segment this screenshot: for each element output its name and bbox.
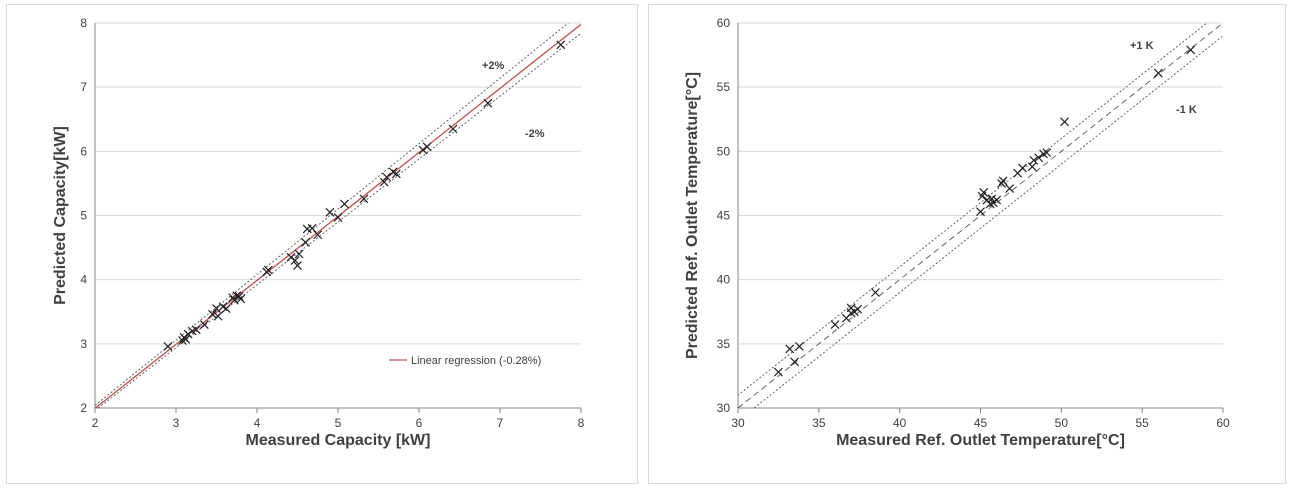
x-tick-label: 2 [92, 416, 99, 430]
y-tick-label: 4 [80, 273, 87, 287]
y-tick-label: 5 [80, 209, 87, 223]
band-annotation: +1 K [1130, 40, 1154, 52]
data-point-marker [422, 142, 432, 152]
band-annotation: -2% [525, 128, 545, 140]
x-tick-label: 40 [893, 416, 907, 430]
data-point-marker [236, 294, 246, 304]
data-point-marker [992, 195, 1002, 205]
y-tick-label: 3 [80, 337, 87, 351]
data-point-marker [1018, 163, 1027, 173]
y-tick-label: 2 [80, 401, 87, 415]
plus-2pct-line [95, 23, 570, 406]
data-point-marker [853, 304, 863, 314]
y-tick-label: 60 [717, 16, 731, 30]
legend-label: Linear regression (-0.28%) [411, 355, 541, 367]
plus-1k-line [738, 23, 1208, 396]
x-tick-label: 45 [974, 416, 988, 430]
data-point-marker [870, 288, 880, 297]
plot-area [95, 23, 581, 408]
temperature-scatter-chart: 30 35 40 45 50 55 60 30 35 40 45 50 55 60 +1 K -1 K Meas… [684, 16, 1230, 449]
y-tick-label: 30 [717, 401, 731, 415]
data-point-marker [483, 98, 493, 108]
y-tick-label: 50 [717, 144, 731, 158]
x-tick-label: 50 [1055, 416, 1069, 430]
temperature-chart-panel: 30 35 40 45 50 55 60 30 35 40 45 50 55 60 +1 K -1 K Meas… [648, 4, 1286, 484]
x-tick-label: 4 [254, 416, 261, 430]
x-tick-label: 55 [1135, 416, 1149, 430]
data-point-marker [795, 341, 804, 351]
data-point-marker [340, 199, 349, 209]
band-annotation: +2% [482, 60, 505, 72]
data-point-marker [1034, 153, 1044, 163]
data-point-marker [359, 194, 369, 204]
data-point-marker [790, 357, 800, 367]
data-point-marker [1186, 45, 1196, 55]
capacity-scatter-chart: 2 3 4 5 6 7 8 2 3 4 5 6 7 8 +2% -2% Measured Capacity [k… [52, 16, 585, 449]
data-point-marker [234, 291, 244, 301]
data-point-marker [313, 230, 323, 240]
data-point-marker [290, 255, 300, 265]
x-tick-label: 6 [416, 416, 423, 430]
y-tick-label: 35 [717, 337, 731, 351]
data-point-marker [1042, 148, 1052, 158]
data-point-marker [221, 304, 231, 313]
x-tick-label: 8 [578, 416, 585, 430]
data-point-marker [293, 261, 302, 270]
x-tick-label: 60 [1216, 416, 1230, 430]
y-axis-title: Predicted Capacity[kW] [52, 126, 69, 305]
band-annotation: -1 K [1176, 104, 1197, 116]
y-tick-label: 6 [80, 144, 87, 158]
data-point-marker [448, 124, 458, 134]
data-point-marker [1027, 162, 1037, 172]
data-point-marker [556, 40, 566, 50]
data-point-marker [785, 344, 795, 354]
x-tick-label: 3 [173, 416, 180, 430]
y-tick-label: 40 [717, 273, 731, 287]
y-tick-label: 45 [717, 209, 731, 223]
data-point-marker [979, 187, 989, 197]
data-point-marker [391, 169, 401, 179]
capacity-chart-panel: 2 3 4 5 6 7 8 2 3 4 5 6 7 8 +2% -2% Measured Capacity [k… [6, 4, 638, 484]
data-point-marker [213, 311, 223, 321]
regression-line [95, 23, 581, 408]
data-point-marker [1153, 68, 1163, 78]
data-point-marker [379, 177, 389, 187]
data-point-marker [1029, 155, 1039, 165]
x-axis-title: Measured Capacity [kW] [246, 432, 431, 449]
minus-1k-line [753, 35, 1223, 408]
minus-2pct-line [97, 32, 581, 408]
y-axis-title: Predicted Ref. Outlet Temperature[°C] [684, 72, 701, 359]
identity-line [738, 23, 1223, 408]
data-point-marker [976, 207, 985, 217]
x-axis-title: Measured Ref. Outlet Temperature[°C] [836, 432, 1125, 449]
data-point-marker [208, 309, 217, 319]
data-point-marker [997, 178, 1006, 188]
data-point-marker [1005, 184, 1015, 193]
y-tick-label: 55 [717, 80, 731, 94]
data-point-marker [191, 325, 201, 335]
data-point-marker [333, 213, 343, 222]
x-tick-label: 30 [731, 416, 745, 430]
data-point-marker [382, 172, 392, 182]
data-point-marker [181, 334, 191, 344]
x-tick-label: 5 [335, 416, 342, 430]
data-point-marker [325, 207, 335, 217]
data-point-marker [163, 341, 173, 351]
x-tick-label: 35 [812, 416, 826, 430]
data-point-marker [212, 304, 221, 313]
data-point-marker [830, 320, 840, 330]
data-point-marker [301, 238, 311, 247]
x-tick-label: 7 [497, 416, 504, 430]
data-point-marker [199, 320, 209, 330]
y-tick-label: 7 [80, 80, 87, 94]
data-point-marker [773, 367, 783, 377]
y-tick-label: 8 [80, 16, 87, 30]
data-point-marker [1060, 117, 1069, 127]
data-point-marker [294, 249, 304, 259]
data-point-marker [263, 265, 273, 275]
data-point-marker [998, 176, 1008, 186]
plot-area [738, 23, 1223, 408]
